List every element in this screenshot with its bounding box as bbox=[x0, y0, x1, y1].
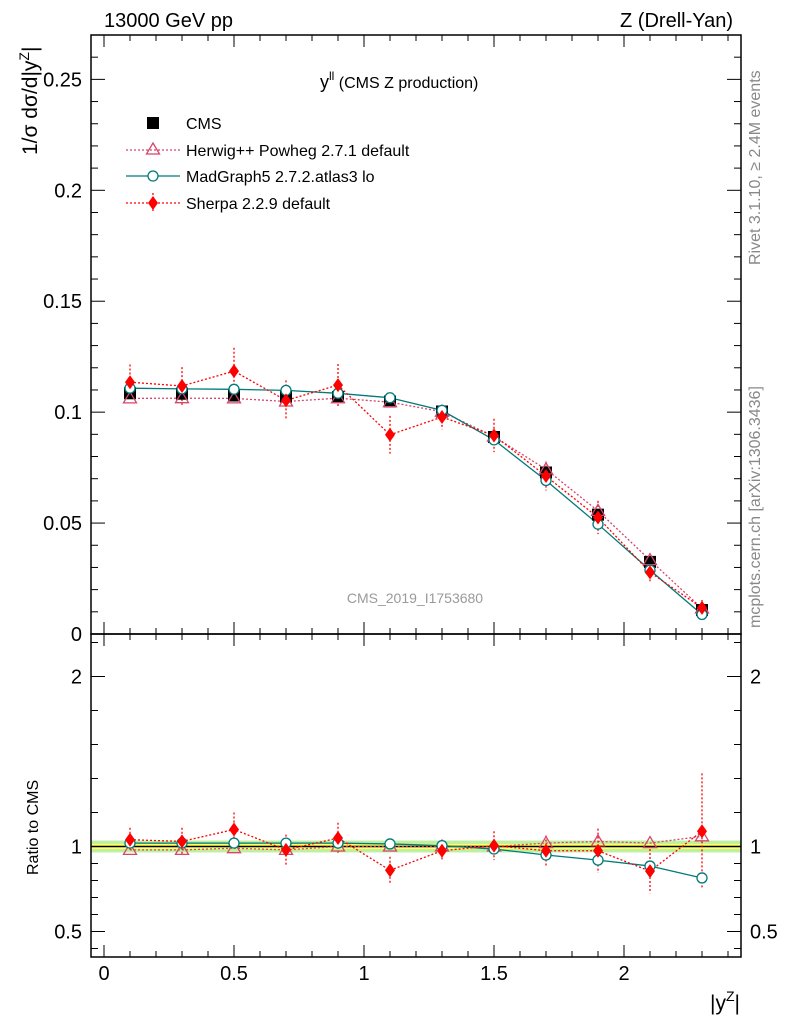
main-point-sherpa bbox=[697, 600, 707, 615]
ratio-y-tick-label-right: 2 bbox=[750, 667, 761, 689]
legend: CMS Herwig++ Powheg 2.7.1 default MadGra… bbox=[126, 116, 410, 213]
main-point-herwig bbox=[174, 390, 190, 404]
main-y-tick-label: 0.2 bbox=[54, 180, 82, 202]
main-plot-title: yll (CMS Z production) bbox=[320, 69, 478, 92]
analysis-watermark: CMS_2019_I1753680 bbox=[347, 590, 483, 606]
main-series-line-madgraph bbox=[129, 387, 703, 615]
main-point-herwig bbox=[226, 390, 242, 404]
legend-marker-sherpa bbox=[148, 196, 158, 210]
ratio-point-sherpa bbox=[437, 843, 447, 858]
main-y-axis-label: 1/σ dσ/d|yZ| bbox=[16, 47, 42, 155]
ratio-point-sherpa bbox=[385, 863, 395, 878]
main-point-sherpa bbox=[593, 510, 603, 525]
ratio-point-sherpa bbox=[125, 832, 135, 847]
ratio-point-madgraph bbox=[384, 838, 396, 850]
x-tick-label: 1.5 bbox=[480, 963, 508, 985]
ratio-point-herwig bbox=[694, 828, 710, 842]
x-tick-label: 0.5 bbox=[220, 963, 248, 985]
ratio-series-line-sherpa bbox=[129, 828, 703, 872]
ratio-point-madgraph bbox=[228, 837, 240, 849]
ratio-point-sherpa bbox=[593, 843, 603, 858]
main-y-tick-label: 0.25 bbox=[43, 69, 82, 91]
ratio-point-madgraph bbox=[696, 872, 708, 884]
mcplots-label: mcplots.cern.ch [arXiv:1306.3436] bbox=[747, 386, 764, 628]
main-y-tick-label: 0.1 bbox=[54, 402, 82, 424]
main-point-sherpa bbox=[541, 469, 551, 484]
header-left: 13000 GeV pp bbox=[104, 10, 233, 32]
main-point-sherpa bbox=[437, 410, 447, 425]
main-point-herwig bbox=[122, 390, 138, 404]
ratio-y-tick-label: 1 bbox=[71, 837, 82, 859]
ratio-series-line-herwig bbox=[130, 835, 703, 851]
legend-label-madgraph: MadGraph5 2.7.2.atlas3 lo bbox=[186, 169, 375, 186]
legend-marker-cms bbox=[147, 117, 159, 129]
ratio-panel: 0 0.5 1 1.5 2 0.5 0.5 1 1 2 2 bbox=[54, 633, 778, 985]
main-y-tick-label: 0 bbox=[71, 624, 82, 646]
main-series-line-herwig bbox=[129, 397, 703, 609]
ratio-point-herwig bbox=[122, 842, 138, 856]
main-point-sherpa bbox=[229, 364, 239, 379]
main-point-sherpa bbox=[489, 428, 499, 443]
ratio-point-sherpa bbox=[541, 843, 551, 858]
ratio-point-herwig bbox=[174, 842, 190, 856]
ratio-y-tick-label-right: 0.5 bbox=[750, 922, 778, 944]
x-axis-label: |yZ| bbox=[710, 988, 740, 1015]
ratio-point-sherpa bbox=[489, 838, 499, 853]
main-point-madgraph bbox=[228, 383, 240, 395]
ratio-y-axis-label: Ratio to CMS bbox=[25, 780, 42, 875]
ratio-series-line-madgraph bbox=[130, 842, 703, 879]
x-tick-label: 2 bbox=[618, 963, 629, 985]
ratio-point-herwig bbox=[642, 835, 658, 849]
ratio-point-sherpa bbox=[177, 834, 187, 849]
main-y-tick-label: 0.15 bbox=[43, 291, 82, 313]
ratio-point-sherpa bbox=[645, 864, 655, 879]
main-point-sherpa bbox=[125, 375, 135, 390]
legend-marker-madgraph bbox=[147, 170, 159, 182]
main-point-sherpa bbox=[281, 393, 291, 408]
ratio-point-sherpa bbox=[281, 842, 291, 857]
main-point-sherpa bbox=[177, 378, 187, 393]
main-point-madgraph bbox=[384, 392, 396, 404]
ratio-y-tick-label: 2 bbox=[71, 667, 82, 689]
legend-label-sherpa: Sherpa 2.2.9 default bbox=[186, 196, 331, 213]
header-right: Z (Drell-Yan) bbox=[620, 10, 733, 32]
x-tick-label: 0 bbox=[98, 963, 109, 985]
main-series-line-sherpa bbox=[129, 370, 703, 609]
ratio-point-sherpa bbox=[697, 824, 707, 839]
ratio-frame bbox=[90, 633, 742, 958]
ratio-point-sherpa bbox=[229, 822, 239, 837]
ratio-point-sherpa bbox=[333, 831, 343, 845]
main-point-sherpa bbox=[385, 427, 395, 442]
ratio-y-tick-label: 0.5 bbox=[54, 922, 82, 944]
main-panel: 0 0.05 0.1 0.15 0.2 0.25 bbox=[43, 34, 742, 646]
main-point-sherpa bbox=[645, 565, 655, 580]
x-tick-label: 1 bbox=[358, 963, 369, 985]
legend-label-herwig: Herwig++ Powheg 2.7.1 default bbox=[186, 143, 410, 160]
ratio-y-tick-label-right: 1 bbox=[750, 837, 761, 859]
rivet-version-label: Rivet 3.1.10, ≥ 2.4M events bbox=[747, 70, 764, 265]
main-point-sherpa bbox=[333, 378, 343, 393]
legend-label-cms: CMS bbox=[186, 116, 222, 133]
main-y-tick-label: 0.05 bbox=[43, 513, 82, 535]
legend-marker-herwig bbox=[145, 141, 161, 155]
